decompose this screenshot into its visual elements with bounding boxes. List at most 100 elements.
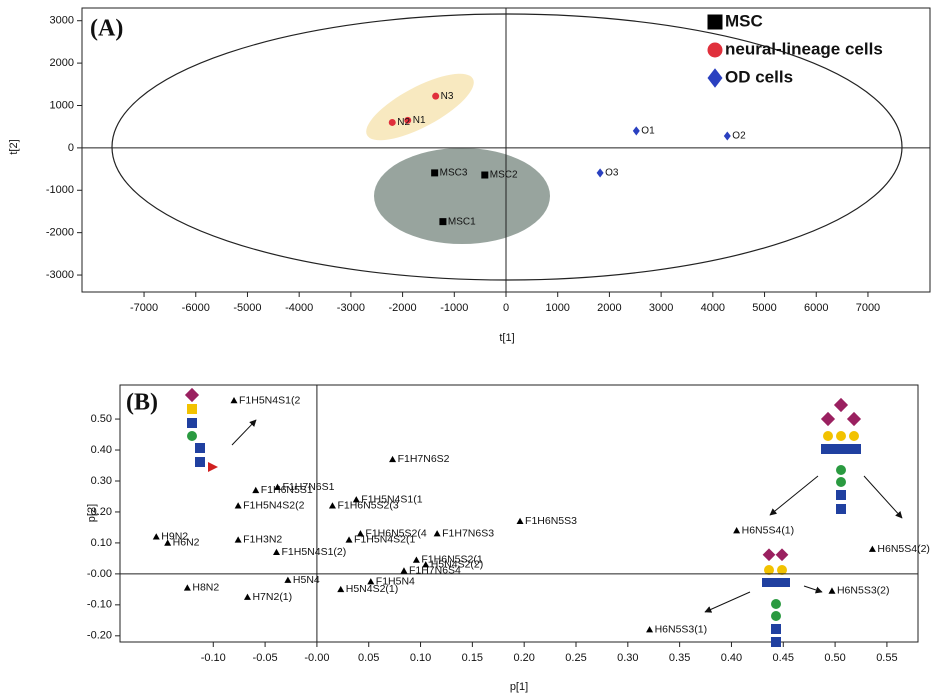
x-tick-label: 0.30 xyxy=(617,652,638,664)
x-tick-label: 7000 xyxy=(856,302,880,314)
y-tick-label: 2000 xyxy=(50,57,74,69)
x-tick-label: 0.40 xyxy=(721,652,742,664)
x-tick-label: 0.10 xyxy=(410,652,431,664)
y-tick-label: -3000 xyxy=(46,269,74,281)
point-label: H6N5S4(2) xyxy=(877,543,930,555)
figure: (A) t[1] t[2] (B) p[1] p[2] -7000-60 xyxy=(0,0,940,695)
x-tick-label: -1000 xyxy=(440,302,468,314)
x-tick-label: 3000 xyxy=(649,302,673,314)
y-axis-title: t[2] xyxy=(8,139,20,154)
y-tick-label: 0.20 xyxy=(91,506,112,518)
point-label: F1H5N4S1(2 xyxy=(239,394,300,406)
point-label: N2 xyxy=(397,117,410,128)
legend-marker xyxy=(708,15,723,30)
y-tick-label: 0.30 xyxy=(91,475,112,487)
point-label: H6N5S3(1) xyxy=(655,623,708,635)
x-tick-label: -5000 xyxy=(233,302,261,314)
point xyxy=(597,168,604,177)
point-label: H6N2 xyxy=(173,537,200,549)
y-tick-label: 3000 xyxy=(50,15,74,27)
point xyxy=(431,169,438,176)
point xyxy=(184,584,191,590)
point xyxy=(273,549,280,555)
plot-frame xyxy=(120,385,918,642)
point xyxy=(235,536,242,542)
x-tick-label: -0.00 xyxy=(304,652,329,664)
x-tick-label: 0.45 xyxy=(773,652,794,664)
point xyxy=(869,546,876,552)
x-tick-label: 1000 xyxy=(545,302,569,314)
point xyxy=(633,126,640,135)
legend-marker xyxy=(708,43,723,58)
point-label: O1 xyxy=(641,126,655,137)
point-label: H6N5S4(1) xyxy=(742,524,795,536)
point-label: F1H5N4S2(1 xyxy=(354,534,415,546)
point-label: F1H6N5S1 xyxy=(261,484,313,496)
point-label: MSC1 xyxy=(448,216,476,227)
point xyxy=(252,487,259,493)
point-label: F1H7N6S3 xyxy=(442,527,494,539)
point-label: N3 xyxy=(441,91,454,102)
x-tick-label: 0.05 xyxy=(358,652,379,664)
x-tick-label: 0.15 xyxy=(462,652,483,664)
point xyxy=(413,556,420,562)
x-tick-label: -4000 xyxy=(285,302,313,314)
point xyxy=(244,594,251,600)
x-tick-label: 0.55 xyxy=(876,652,897,664)
point xyxy=(828,587,835,593)
y-tick-label: 1000 xyxy=(50,99,74,111)
point xyxy=(346,536,353,542)
point xyxy=(329,502,336,508)
point-label: F1H5N4S1(2) xyxy=(281,546,346,558)
x-tick-label: 0.50 xyxy=(824,652,845,664)
legend-label: neural-lineage cells xyxy=(725,39,883,58)
panel-label: (A) xyxy=(90,16,123,42)
x-tick-label: -2000 xyxy=(389,302,417,314)
point xyxy=(724,131,731,140)
y-tick-label: -0.00 xyxy=(87,568,112,580)
point xyxy=(284,577,291,583)
point-label: F1H6N5S3 xyxy=(525,515,577,527)
point-label: H6N5S3(2) xyxy=(837,585,890,597)
x-tick-label: -3000 xyxy=(337,302,365,314)
point-label: N1 xyxy=(413,115,426,126)
point-label: F1H6N5S2(3 xyxy=(337,500,398,512)
x-tick-label: -0.10 xyxy=(201,652,226,664)
y-tick-label: 0.50 xyxy=(91,413,112,425)
legend-label: OD cells xyxy=(725,67,793,86)
x-tick-label: 4000 xyxy=(701,302,725,314)
point xyxy=(231,397,238,403)
legend-marker xyxy=(708,68,723,88)
x-tick-label: 0.25 xyxy=(565,652,586,664)
x-tick-label: 0 xyxy=(503,302,509,314)
legend-label: MSC xyxy=(725,11,763,30)
x-tick-label: 5000 xyxy=(752,302,776,314)
x-tick-label: 0.20 xyxy=(513,652,534,664)
y-tick-label: -1000 xyxy=(46,184,74,196)
y-tick-label: -2000 xyxy=(46,227,74,239)
y-tick-label: 0.10 xyxy=(91,537,112,549)
x-axis-title: t[1] xyxy=(499,332,514,344)
point xyxy=(432,93,439,100)
point xyxy=(153,533,160,539)
highlight xyxy=(358,61,483,153)
point xyxy=(434,530,441,536)
point xyxy=(517,518,524,524)
point xyxy=(439,218,446,225)
point xyxy=(337,586,344,592)
panel-label: (B) xyxy=(126,390,158,416)
cluster-shade xyxy=(374,148,550,244)
y-tick-label: 0 xyxy=(68,142,74,154)
point-label: MSC3 xyxy=(440,168,468,179)
point xyxy=(389,456,396,462)
point-label: F1H6N5S2(1 xyxy=(421,554,482,566)
point-label: H7N2(1) xyxy=(252,591,292,603)
point xyxy=(646,626,653,632)
point xyxy=(389,119,396,126)
y-tick-label: 0.40 xyxy=(91,444,112,456)
point-label: F1H7N6S2 xyxy=(398,453,450,465)
point-label: H8N2 xyxy=(192,582,219,594)
point xyxy=(400,567,407,573)
point-label: O2 xyxy=(732,131,746,142)
point xyxy=(235,502,242,508)
